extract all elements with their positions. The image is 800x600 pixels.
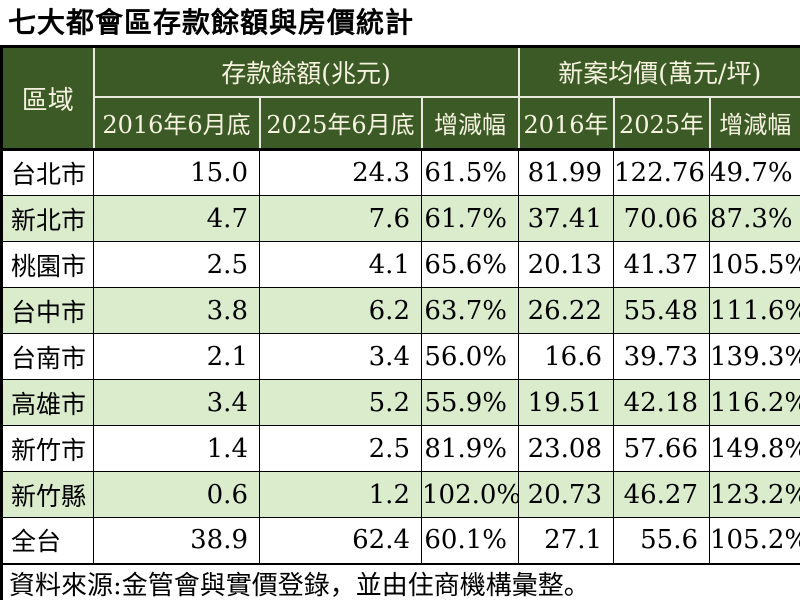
value-cell: 16.6 [518,333,614,380]
value-cell: 0.6 [93,471,260,518]
value-cell: 42.18 [613,379,710,426]
value-cell: 123.2% [708,471,800,518]
value-cell: 49.7% [708,149,800,196]
subheader-price-change: 增減幅 [708,95,800,151]
value-cell: 24.3 [259,149,422,196]
value-cell: 3.8 [93,287,260,334]
value-cell: 46.27 [613,471,710,518]
value-cell: 55.48 [613,287,710,334]
value-cell: 81.99 [518,149,614,196]
value-cell: 1.4 [93,425,260,472]
subheader-price-2025: 2025年 [612,95,711,151]
region-cell: 全台 [1,517,94,564]
subheader-deposit-change: 增減幅 [420,95,520,151]
table-row: 新竹市 1.4 2.5 81.9% 23.08 57.66 149.8% [1,425,800,472]
corner-header-region: 區域 [0,45,95,151]
table-body: 台北市 15.0 24.3 61.5% 81.99 122.76 49.7% 新北市 4.7 7.… [1,149,800,564]
table-row: 台北市 15.0 24.3 61.5% 81.99 122.76 49.7% [1,149,800,196]
value-cell: 4.1 [259,241,422,288]
region-cell: 新竹縣 [1,471,94,518]
value-cell: 20.73 [518,471,614,518]
table-row: 台中市 3.8 6.2 63.7% 26.22 55.48 111.6% [1,287,800,334]
value-cell: 55.9% [421,379,519,426]
value-cell: 2.5 [259,425,422,472]
subheader-price-2016: 2016年 [517,95,615,151]
group-header-price: 新案均價(萬元/坪) [517,45,800,98]
region-cell: 高雄市 [1,379,94,426]
value-cell: 5.2 [259,379,422,426]
value-cell: 23.08 [518,425,614,472]
value-cell: 19.51 [518,379,614,426]
value-cell: 2.1 [93,333,260,380]
table-header: 區域 存款餘額(兆元) 新案均價(萬元/坪) 2016年6月底 2025年6月底… [0,45,800,151]
value-cell: 1.2 [259,471,422,518]
region-cell: 新北市 [1,195,94,242]
table-row: 桃園市 2.5 4.1 65.6% 20.13 41.37 105.5% [1,241,800,288]
value-cell: 60.1% [421,517,519,564]
value-cell: 3.4 [93,379,260,426]
region-cell: 台北市 [1,149,94,196]
value-cell: 38.9 [93,517,260,564]
value-cell: 102.0% [421,471,519,518]
region-cell: 台中市 [1,287,94,334]
region-cell: 新竹市 [1,425,94,472]
table-footer: 資料來源:金管會與實價登錄，並由住商機構彙整。 [0,562,800,600]
subheader-deposit-2025: 2025年6月底 [258,95,423,151]
value-cell: 63.7% [421,287,519,334]
value-cell: 15.0 [93,149,260,196]
value-cell: 81.9% [421,425,519,472]
table-row: 全台 38.9 62.4 60.1% 27.1 55.6 105.2% [1,517,800,564]
value-cell: 62.4 [259,517,422,564]
sub-header-row: 2016年6月底 2025年6月底 增減幅 2016年 2025年 增減幅 [2,95,800,151]
source-note: 資料來源:金管會與實價登錄，並由住商機構彙整。 [0,562,800,600]
value-cell: 27.1 [518,517,614,564]
value-cell: 105.2% [708,517,800,564]
value-cell: 3.4 [259,333,422,380]
table-row: 高雄市 3.4 5.2 55.9% 19.51 42.18 116.2% [1,379,800,426]
value-cell: 6.2 [259,287,422,334]
group-header-deposit: 存款餘額(兆元) [92,45,520,98]
table-row: 新北市 4.7 7.6 61.7% 37.41 70.06 87.3% [1,195,800,242]
value-cell: 7.6 [259,195,422,242]
value-cell: 26.22 [518,287,614,334]
value-cell: 122.76 [613,149,710,196]
data-table: 區域 存款餘額(兆元) 新案均價(萬元/坪) 2016年6月底 2025年6月底… [0,45,800,600]
value-cell: 111.6% [708,287,800,334]
value-cell: 61.5% [421,149,519,196]
value-cell: 149.8% [708,425,800,472]
source-row: 資料來源:金管會與實價登錄，並由住商機構彙整。 [0,562,800,600]
value-cell: 70.06 [613,195,710,242]
page-title: 七大都會區存款餘額與房價統計 [8,6,415,39]
value-cell: 55.6 [613,517,710,564]
value-cell: 56.0% [421,333,519,380]
value-cell: 139.3% [708,333,800,380]
value-cell: 105.5% [708,241,800,288]
value-cell: 87.3% [708,195,800,242]
table-row: 新竹縣 0.6 1.2 102.0% 20.73 46.27 123.2% [1,471,800,518]
value-cell: 57.66 [613,425,710,472]
region-cell: 桃園市 [1,241,94,288]
value-cell: 61.7% [421,195,519,242]
value-cell: 2.5 [93,241,260,288]
value-cell: 37.41 [518,195,614,242]
region-cell: 台南市 [1,333,94,380]
value-cell: 20.13 [518,241,614,288]
group-header-row: 區域 存款餘額(兆元) 新案均價(萬元/坪) [0,45,800,151]
value-cell: 39.73 [613,333,710,380]
value-cell: 116.2% [708,379,800,426]
subheader-deposit-2016: 2016年6月底 [92,95,261,151]
table-row: 台南市 2.1 3.4 56.0% 16.6 39.73 139.3% [1,333,800,380]
value-cell: 65.6% [421,241,519,288]
value-cell: 41.37 [613,241,710,288]
value-cell: 4.7 [93,195,260,242]
